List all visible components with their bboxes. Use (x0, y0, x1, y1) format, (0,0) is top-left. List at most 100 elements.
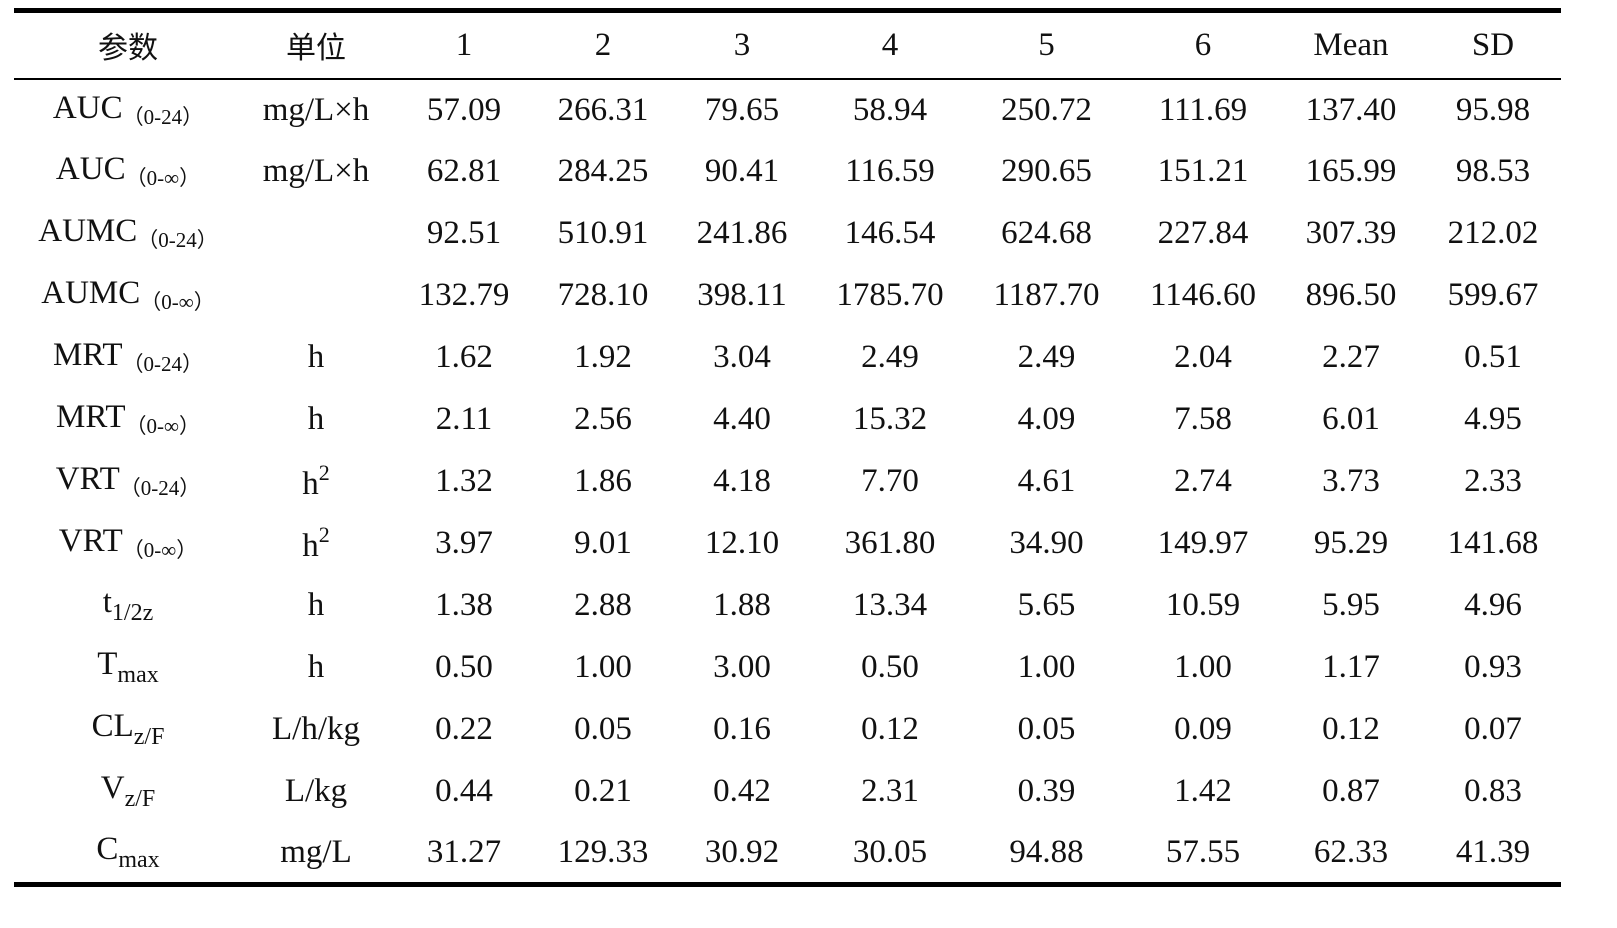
parameter-name: AUC (52, 89, 123, 126)
parameter-name: CL (91, 708, 134, 744)
unit-cell: h (242, 327, 390, 389)
value-cell: 57.55 (1129, 822, 1277, 887)
value-cell: 41.39 (1425, 822, 1561, 887)
parameter-qualifier: max (117, 662, 159, 688)
value-cell: 79.65 (704, 91, 780, 128)
value-cell: 0.50 (435, 649, 493, 685)
table-header: 参数 单位 1 2 3 4 5 6 Mean SD (14, 8, 1561, 80)
unit-cell: h (242, 575, 390, 637)
parameter-qualifier: （0-24） (137, 228, 218, 252)
table-row: VRT（0-24） h2 1.32 1.86 4.18 7.70 4.61 2.74 3.73 2… (14, 451, 1561, 513)
parameter-cell: AUC（0-∞） (14, 141, 242, 203)
parameter-name: C (96, 830, 119, 867)
header-row: 参数 单位 1 2 3 4 5 6 Mean SD (14, 8, 1561, 80)
value-cell: 4.61 (1017, 463, 1076, 499)
column-header: SD (1425, 8, 1561, 80)
value-cell: 1.88 (713, 587, 771, 623)
value-cell: 241.86 (696, 215, 788, 251)
value-cell: 90.41 (704, 153, 780, 189)
value-cell: 4.95 (1464, 401, 1522, 437)
parameter-qualifier: （0-24） (119, 476, 201, 500)
value-cell: 4.40 (713, 401, 771, 437)
parameter-qualifier: （0-∞） (122, 538, 198, 562)
value-cell: 95.29 (1313, 525, 1389, 561)
value-cell: 0.83 (1464, 773, 1522, 809)
unit-text: h (307, 401, 325, 437)
value-cell: 4.96 (1464, 587, 1522, 623)
value-cell: 6.01 (1322, 401, 1380, 437)
unit-cell: L/h/kg (242, 699, 390, 761)
table-row: Vz/F L/kg 0.44 0.21 0.42 2.31 0.39 1.42 0.87 0.83 (14, 761, 1561, 823)
parameter-name: T (97, 646, 118, 682)
value-cell: 2.88 (574, 587, 632, 623)
value-cell: 34.90 (1009, 525, 1084, 561)
unit-text: mg/L×h (262, 153, 370, 189)
table-row: MRT（0-∞） h 2.11 2.56 4.40 15.32 4.09 7.58 6.01 4.… (14, 389, 1561, 451)
parameter-name: t (102, 584, 112, 620)
value-cell: 0.07 (1464, 711, 1522, 747)
column-header: 2 (538, 8, 668, 80)
table-body: AUC（0-24） mg/L×h 57.09 266.31 79.65 58.94 250.… (14, 79, 1561, 887)
value-cell: 307.39 (1305, 215, 1397, 251)
column-header: 5 (964, 8, 1129, 80)
parameter-cell: Vz/F (14, 761, 242, 823)
value-cell: 2.49 (1017, 339, 1076, 375)
parameter-qualifier: （0-∞） (125, 166, 201, 190)
value-cell: 1.32 (435, 463, 493, 499)
value-cell: 31.27 (390, 822, 538, 887)
value-cell: 2.27 (1322, 339, 1380, 375)
column-header: 3 (668, 8, 816, 80)
table-row: AUC（0-24） mg/L×h 57.09 266.31 79.65 58.94 250.… (14, 79, 1561, 141)
value-cell: 7.70 (861, 463, 919, 499)
value-cell: 0.16 (713, 711, 771, 747)
table-row: MRT（0-24） h 1.62 1.92 3.04 2.49 2.49 2.04 2.27 0.… (14, 327, 1561, 389)
column-header: 1 (390, 8, 538, 80)
parameter-cell: Cmax (14, 822, 242, 887)
value-cell: 141.68 (1447, 525, 1539, 561)
value-cell: 4.18 (713, 463, 771, 499)
value-cell: 4.09 (1017, 401, 1076, 437)
value-cell: 0.05 (1017, 711, 1076, 747)
unit-cell: h (242, 389, 390, 451)
parameter-qualifier: 1/2z (111, 600, 154, 626)
column-header: 参数 (14, 8, 242, 80)
value-cell: 0.21 (574, 773, 632, 809)
parameter-cell: MRT（0-24） (14, 327, 242, 389)
parameter-cell: VRT（0-∞） (14, 513, 242, 575)
value-cell: 0.22 (435, 711, 493, 747)
value-cell: 1.38 (435, 587, 493, 623)
value-cell: 624.68 (1001, 215, 1092, 251)
table-row: AUC（0-∞） mg/L×h 62.81 284.25 90.41 116.59 290.… (14, 141, 1561, 203)
value-cell: 0.51 (1464, 339, 1522, 375)
unit-cell: mg/L (242, 822, 390, 887)
value-cell: 0.50 (861, 649, 919, 685)
table-row: VRT（0-∞） h2 3.97 9.01 12.10 361.80 34.90 149.97… (14, 513, 1561, 575)
value-cell: 3.04 (713, 339, 771, 375)
parameter-cell: t1/2z (14, 575, 242, 637)
value-cell: 111.69 (1158, 91, 1248, 128)
value-cell: 1.17 (1322, 649, 1380, 685)
unit-text: mg/L (280, 833, 352, 870)
value-cell: 1.42 (1174, 773, 1232, 809)
parameter-qualifier: z/F (133, 724, 165, 750)
value-cell: 284.25 (557, 153, 649, 189)
parameter-qualifier: z/F (124, 786, 156, 812)
column-header: 6 (1129, 8, 1277, 80)
value-cell: 1.92 (574, 339, 632, 375)
parameter-name: AUC (55, 151, 126, 187)
value-cell: 1785.70 (836, 277, 944, 313)
parameter-qualifier: （0-∞） (125, 414, 200, 438)
value-cell: 227.84 (1157, 215, 1249, 251)
unit-text: h (307, 649, 325, 685)
value-cell: 398.11 (697, 277, 787, 313)
unit-exponent: 2 (318, 460, 330, 485)
value-cell: 5.95 (1322, 587, 1380, 623)
value-cell: 95.98 (1455, 91, 1531, 128)
value-cell: 1.00 (574, 649, 632, 685)
parameter-name: AUMC (41, 275, 141, 311)
value-cell: 2.33 (1464, 463, 1522, 499)
value-cell: 137.40 (1305, 91, 1397, 128)
value-cell: 116.59 (845, 153, 935, 189)
table-row: AUMC（0-∞） 132.79 728.10 398.11 1785.70 1187.7… (14, 265, 1561, 327)
value-cell: 58.94 (852, 91, 928, 128)
